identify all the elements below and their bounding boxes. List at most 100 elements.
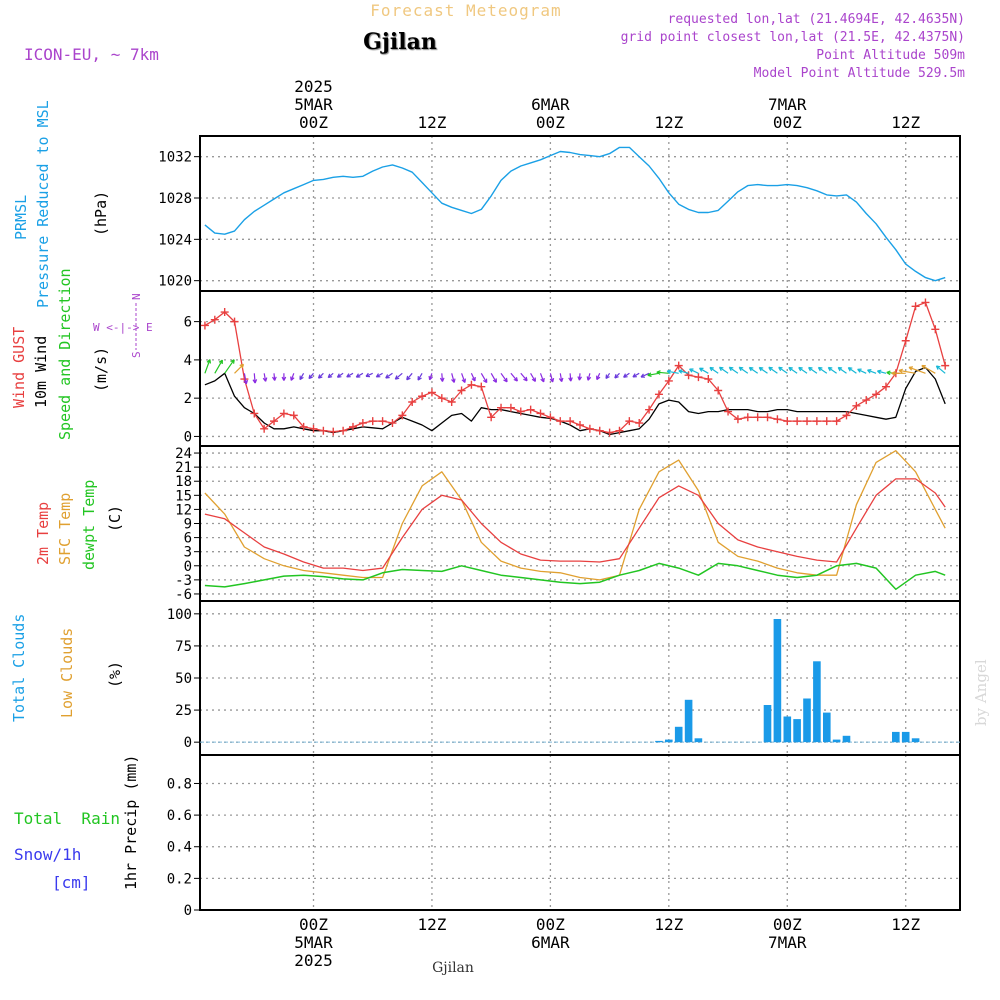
wind-direction-arrow — [596, 373, 601, 381]
pressure-tick-label: 1024 — [158, 232, 192, 248]
total-cloud-bar — [793, 719, 801, 743]
wind-direction-arrow — [898, 368, 916, 374]
bottom-time-label: 12Z — [417, 915, 446, 934]
wind-speed-dir-label: Speed and Direction — [56, 268, 74, 440]
wind-direction-arrow — [586, 373, 592, 381]
wind-gust-marker — [497, 403, 506, 412]
top-time-label: 00Z — [299, 113, 328, 132]
wind-gust-marker — [270, 417, 279, 426]
wind-gust-marker — [743, 413, 752, 422]
wind-direction-arrow — [327, 372, 334, 379]
wind-direction-arrow — [385, 372, 393, 379]
precip-frame — [199, 754, 961, 911]
wind-direction-arrow — [500, 372, 508, 383]
wind-tick-label: 0 — [184, 429, 192, 445]
wind-gust-marker — [329, 427, 338, 436]
precip-tick-label: 0.8 — [167, 776, 192, 792]
wind-direction-arrow — [214, 359, 223, 374]
clouds-tick-label: 100 — [167, 607, 192, 623]
wind-gust-marker — [516, 407, 525, 416]
wind-direction-arrow — [577, 373, 583, 381]
dewpoint-series-line — [204, 562, 946, 591]
wind-direction-arrow — [876, 369, 887, 375]
clouds-tick-label: 75 — [175, 639, 192, 655]
wind-gust-marker — [220, 308, 229, 317]
wind-gust-marker — [674, 361, 683, 370]
wind-gust-marker — [457, 386, 466, 395]
requested-coords: requested lon,lat (21.4694E, 42.4635N) — [668, 12, 965, 27]
wind-gust-marker — [230, 317, 239, 326]
wind-direction-arrow — [234, 363, 245, 374]
wind-gust-marker — [260, 424, 269, 433]
wind-gust-marker — [279, 409, 288, 418]
wind-direction-arrow — [375, 372, 383, 378]
wind-direction-arrow — [614, 372, 620, 379]
wind-direction-arrow — [847, 367, 857, 374]
wind-gust-marker — [862, 396, 871, 405]
wind-gust-marker — [595, 426, 604, 435]
pressure-tick-label: 1020 — [158, 274, 192, 290]
pressure-series-line — [204, 146, 946, 282]
wind-tick-label: 6 — [184, 315, 192, 331]
wind-gust-marker — [664, 376, 673, 385]
wind-gust-marker — [625, 417, 634, 426]
pressure-msl-label: Pressure Reduced to MSL — [34, 100, 52, 308]
compass-we: W <-|-> E — [93, 321, 153, 334]
temperature-tick-label: 21 — [175, 460, 192, 476]
top-time-label: 00Z — [773, 113, 802, 132]
wind-direction-arrow — [666, 369, 679, 375]
wind-direction-arrow — [568, 373, 573, 382]
top-time-label: 12Z — [654, 113, 683, 132]
wind-gust-marker — [803, 417, 812, 426]
temperature-tick-label: 18 — [175, 474, 192, 490]
wind-direction-arrow — [549, 373, 555, 383]
bottom-time-label: 12Z — [654, 915, 683, 934]
wind-gust-marker — [467, 380, 476, 389]
location-title: Gjilan — [363, 29, 437, 55]
wind-direction-arrow — [748, 366, 759, 374]
wind-direction-arrow — [461, 373, 466, 383]
wind-gust-marker — [368, 417, 377, 426]
total-rain-label: Total Rain — [14, 809, 120, 828]
model-label: ICON-EU, ~ 7km — [24, 45, 159, 64]
pressure-tick-label: 1028 — [158, 191, 192, 207]
wind-gust-marker — [427, 388, 436, 397]
wind-direction-arrow — [656, 370, 669, 375]
wind-gust-marker — [309, 424, 318, 433]
wind-direction-arrow — [290, 373, 295, 381]
prmsl-label: PRMSL — [12, 195, 30, 240]
total-cloud-bar — [892, 731, 900, 743]
wind-direction-arrow — [510, 372, 518, 382]
wind-direction-arrow — [768, 366, 778, 374]
temperature-tick-label: -6 — [175, 587, 192, 603]
wind-10m-series-line — [204, 366, 946, 436]
wind-gust-label: Wind GUST — [10, 327, 28, 408]
clouds-tick-label: 0 — [184, 735, 192, 751]
wind-direction-arrow — [788, 366, 798, 374]
clouds-unit-label: (%) — [106, 661, 124, 688]
wind-gust-marker — [812, 417, 821, 426]
total-cloud-bar — [684, 699, 693, 743]
wind-gust-marker — [694, 373, 703, 382]
wind-gust-marker — [585, 424, 594, 433]
chart-title: Forecast Meteogram — [370, 1, 561, 20]
wind-gust-marker — [487, 413, 496, 422]
top-time-label: 12Z — [417, 113, 446, 132]
wind-direction-arrow — [891, 370, 906, 376]
total-cloud-bar — [813, 661, 821, 743]
wind-direction-arrow — [689, 368, 699, 374]
wind-direction-arrow — [271, 373, 277, 381]
bottom-time-label: 12Z — [891, 915, 920, 934]
total-cloud-bar — [773, 619, 782, 743]
total-cloud-bar — [803, 698, 811, 743]
wind-gust-marker — [773, 415, 782, 424]
wind-gust-marker — [872, 390, 881, 399]
wind-direction-arrow — [336, 372, 344, 378]
wind-gust-series-line — [204, 301, 946, 434]
temp-2m-series-line — [204, 478, 946, 572]
wind-direction-arrow — [346, 372, 354, 378]
wind-direction-arrow — [678, 369, 689, 374]
wind-gust-marker — [921, 298, 930, 307]
